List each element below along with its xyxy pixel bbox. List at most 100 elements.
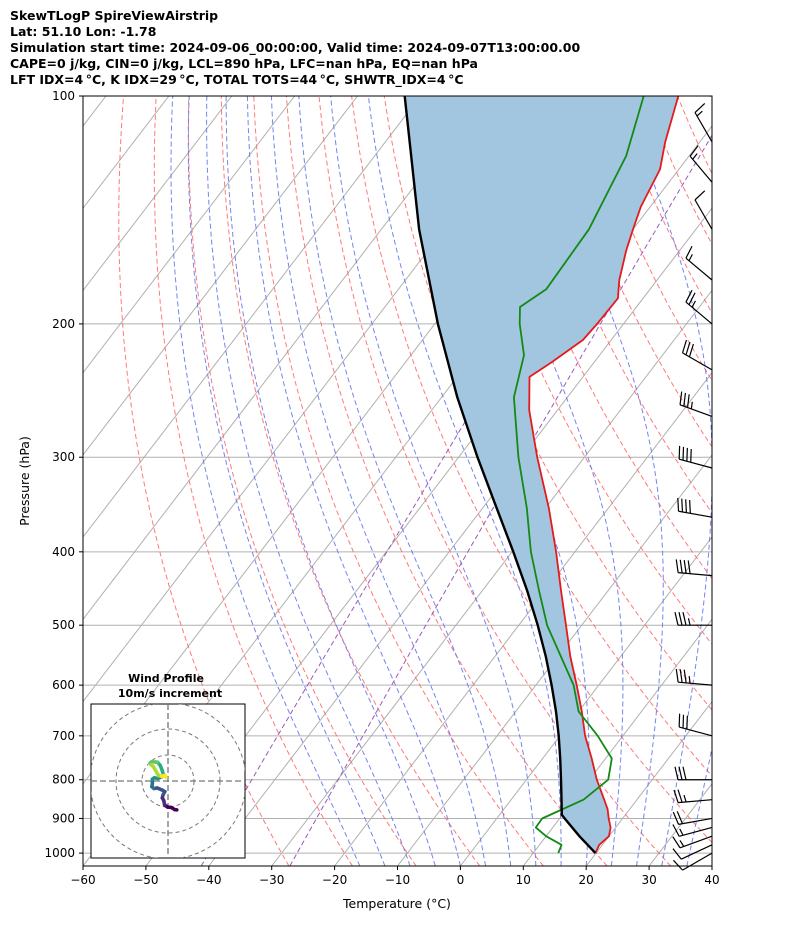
- title-line: LFT IDX=4 °C, K IDX=29 °C, TOTAL TOTS=44…: [10, 72, 464, 87]
- wind-barb-staff: [682, 852, 713, 871]
- dry-adiabat-line: [187, 96, 417, 866]
- parcel-line: [403, 96, 597, 854]
- wind-barb-flag: [687, 560, 691, 574]
- wind-barb-flag: [678, 612, 683, 626]
- wind-barb-half-flag: [688, 254, 693, 262]
- wind-barb-flag: [677, 789, 683, 803]
- dry-adiabat-line: [546, 96, 712, 448]
- moist-adiabat-line: [468, 96, 624, 866]
- wind-barb-flag: [672, 836, 681, 849]
- dry-adiabat-line: [775, 96, 794, 866]
- wind-barb-flag: [683, 392, 687, 407]
- wind-barb-staff: [678, 681, 713, 686]
- y-axis-label: Pressure (hPa): [17, 436, 32, 526]
- wind-barb-staff: [679, 404, 713, 418]
- chart-title-block: SkewTLogP SpireViewAirstrip Lat: 51.10 L…: [10, 8, 580, 88]
- wind-barb-staff: [679, 458, 713, 469]
- wind-barb-flag: [675, 559, 679, 573]
- moist-adiabat-line: [330, 96, 537, 866]
- x-axis-label: Temperature (°C): [342, 896, 451, 911]
- y-tick-label: 1000: [44, 846, 75, 860]
- wind-barb-staff: [682, 352, 713, 371]
- hodograph-subtitle: 10m/s increment: [118, 687, 222, 700]
- wind-barb-flag: [685, 499, 687, 513]
- hodograph-segment: [151, 764, 161, 778]
- moist-adiabat-line: [206, 96, 411, 866]
- title-line: Lat: 51.10 Lon: -1.78: [10, 24, 157, 39]
- isotherm-gridline: [711, 865, 712, 866]
- y-tick-label: 500: [52, 618, 75, 632]
- wind-barb-half-flag: [688, 676, 691, 684]
- wind-barb-staff: [680, 844, 713, 860]
- hodograph-title: Wind Profile: [128, 672, 204, 685]
- wind-barb-half-flag: [687, 618, 691, 626]
- moist-adiabat-line: [711, 863, 712, 866]
- wind-barb: [673, 789, 713, 804]
- wind-barb-flag: [679, 391, 683, 405]
- wind-barb-staff: [679, 826, 713, 837]
- wind-barb-flag: [683, 560, 687, 574]
- wind-barb: [673, 852, 713, 871]
- title-line: SkewTLogP SpireViewAirstrip: [10, 8, 219, 23]
- wind-barb: [672, 811, 713, 825]
- y-tick-label: 400: [52, 545, 75, 559]
- parcel-temperature-fill: [404, 96, 679, 854]
- dry-adiabat-line: [448, 96, 712, 645]
- wind-barb: [694, 190, 713, 230]
- y-tick-label: 900: [52, 811, 75, 825]
- wind-barb-flag: [682, 766, 687, 780]
- wind-barb: [694, 102, 713, 143]
- x-tick-label: 30: [641, 873, 656, 887]
- wind-barb-flag: [682, 612, 687, 626]
- wind-barb-flag: [688, 292, 696, 305]
- dry-adiabat-line: [153, 96, 353, 866]
- wind-barb: [689, 145, 713, 183]
- wind-barb-half-flag: [690, 401, 693, 409]
- isotherm-gridline: [648, 782, 712, 866]
- dry-adiabat-line: [514, 96, 712, 514]
- wind-barb-flag: [689, 145, 699, 157]
- isotherm-gridline: [83, 96, 421, 538]
- wind-barb-flag: [689, 500, 691, 514]
- moist-adiabat-line: [225, 96, 436, 866]
- y-tick-label: 600: [52, 678, 75, 692]
- wind-barb-staff: [679, 835, 713, 849]
- wind-barb-flag: [681, 339, 688, 354]
- dry-adiabat-line: [220, 96, 481, 866]
- moist-adiabat-line: [298, 96, 512, 866]
- wind-barb-flag: [673, 789, 679, 803]
- wind-barb-half-flag: [679, 840, 685, 847]
- wind-barb-staff: [685, 301, 713, 325]
- wind-barb: [685, 289, 713, 325]
- wind-barb: [675, 668, 713, 686]
- dewpoint-line: [513, 96, 645, 854]
- wind-barb-half-flag: [696, 110, 703, 117]
- dry-adiabat-line: [743, 96, 794, 866]
- hodograph-segment: [163, 773, 168, 780]
- x-tick-label: 40: [704, 873, 719, 887]
- x-tick-label: −40: [196, 873, 221, 887]
- wind-barb-half-flag: [692, 153, 698, 160]
- wind-barb-flag: [678, 766, 683, 780]
- wind-barb-staff: [694, 112, 713, 143]
- moist-adiabat-line: [270, 96, 487, 866]
- x-tick-label: −60: [70, 873, 95, 887]
- title-line: CAPE=0 j/kg, CIN=0 j/kg, LCL=890 hPa, LF…: [10, 56, 478, 71]
- wind-barb-flag: [674, 766, 679, 780]
- wind-barb-staff: [678, 799, 713, 804]
- dry-adiabat-line: [118, 96, 290, 866]
- x-tick-label: 20: [579, 873, 594, 887]
- wind-barb: [678, 445, 713, 469]
- wind-barb-flag: [679, 669, 683, 683]
- mixing-ratio-line: [289, 134, 712, 866]
- wind-barb-flag: [694, 102, 706, 113]
- moist-adiabat-line: [187, 96, 386, 866]
- wind-barb-flag: [675, 668, 679, 683]
- wind-barb-flag: [685, 289, 693, 303]
- moist-adiabat-line: [686, 745, 712, 866]
- y-tick-label: 200: [52, 317, 75, 331]
- dry-adiabat-line: [285, 96, 608, 866]
- moist-adiabat-line: [623, 96, 712, 866]
- wind-barb: [672, 844, 713, 860]
